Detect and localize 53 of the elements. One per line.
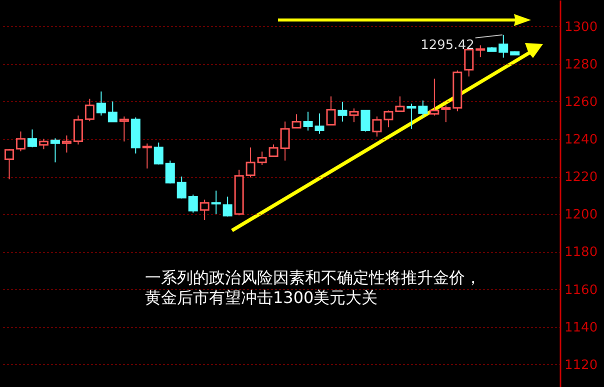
candlestick	[384, 110, 394, 128]
candlestick	[222, 196, 232, 218]
annotation: 一系列的政治风险因素和不确定性将推升金价，	[145, 268, 481, 287]
candlestick	[257, 151, 267, 166]
candlestick	[464, 48, 474, 77]
y-tick-label: 1300	[564, 20, 598, 35]
candlestick	[38, 138, 48, 150]
candlestick	[406, 103, 416, 130]
candlestick	[176, 176, 186, 200]
candlestick	[119, 116, 129, 142]
y-tick-label: 1280	[564, 57, 598, 72]
candlestick	[303, 111, 313, 132]
y-tick-label: 1120	[564, 358, 598, 373]
candlestick	[73, 115, 83, 145]
y-tick-label: 1180	[564, 245, 598, 260]
annotation: 黄金后市有望冲击1300美元大关	[145, 288, 378, 307]
y-tick-label: 1220	[564, 170, 598, 186]
y-tick-label: 1140	[564, 320, 598, 336]
candlestick	[338, 101, 348, 122]
y-tick-label: 1200	[564, 208, 598, 223]
candlestick	[430, 78, 440, 116]
candlestick	[16, 131, 26, 152]
candlestick	[349, 108, 359, 123]
candlestick	[292, 114, 302, 128]
candlestick	[142, 143, 152, 170]
candlestick	[200, 199, 210, 220]
annotation: 1295.42	[420, 38, 474, 53]
candlestick	[188, 194, 198, 214]
candlestick	[476, 44, 486, 58]
candlestick	[418, 100, 428, 118]
candlestick	[280, 121, 290, 162]
candlestick	[84, 98, 94, 122]
candlestick	[326, 96, 336, 126]
candlestick	[154, 142, 164, 166]
candlestick	[4, 148, 14, 180]
candlestick	[108, 100, 118, 122]
candlestick	[165, 160, 175, 184]
candlestick	[360, 110, 370, 132]
candlestick	[314, 112, 324, 134]
candlestick	[27, 128, 37, 148]
candlestick	[62, 134, 72, 154]
candlestick	[50, 138, 60, 163]
y-tick-label: 1260	[564, 94, 598, 110]
candlestick	[246, 146, 256, 178]
candlestick	[395, 96, 405, 112]
candlestick	[498, 34, 508, 58]
y-tick-label: 1240	[564, 132, 598, 148]
y-tick-label: 1160	[564, 282, 598, 298]
candlestick	[372, 116, 382, 138]
candlestick	[211, 190, 221, 214]
candlestick	[441, 104, 451, 123]
candlestick	[268, 144, 278, 158]
candlestick	[96, 90, 106, 116]
